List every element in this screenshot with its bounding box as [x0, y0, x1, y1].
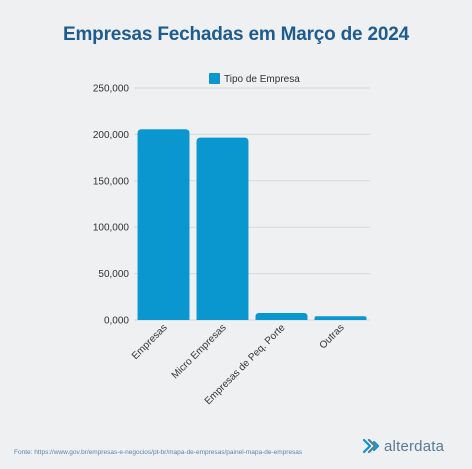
y-axis-ticks: 0,000 50,000 100,000 150,000 200,000 250,000	[93, 84, 130, 327]
legend-label: Tipo de Empresa	[224, 74, 300, 85]
bar[interactable]	[196, 137, 249, 320]
legend-swatch	[209, 73, 220, 84]
bar[interactable]	[255, 313, 308, 320]
bars	[137, 129, 367, 320]
alterdata-logo-icon	[362, 438, 380, 454]
y-tick-label: 200,000	[93, 130, 130, 141]
legend[interactable]: Tipo de Empresa	[209, 73, 300, 85]
bar[interactable]	[137, 129, 190, 320]
logo-text: alterdata	[384, 437, 445, 455]
y-tick-label: 0,000	[104, 316, 129, 327]
y-tick-label: 50,000	[98, 269, 129, 280]
y-tick-label: 250,000	[93, 84, 130, 95]
x-tick-label: Outras	[318, 322, 347, 351]
x-tick-label: Empresas	[130, 322, 170, 362]
alterdata-logo: alterdata	[362, 437, 444, 455]
chart-title: Empresas Fechadas em Março de 2024	[63, 24, 409, 45]
x-tick-label: Micro Empresas	[170, 322, 229, 381]
bar[interactable]	[314, 316, 367, 320]
source-note: Fonte: https://www.gov.br/empresas-e-neg…	[14, 449, 303, 456]
y-tick-label: 100,000	[93, 223, 130, 234]
y-tick-label: 150,000	[93, 176, 130, 187]
